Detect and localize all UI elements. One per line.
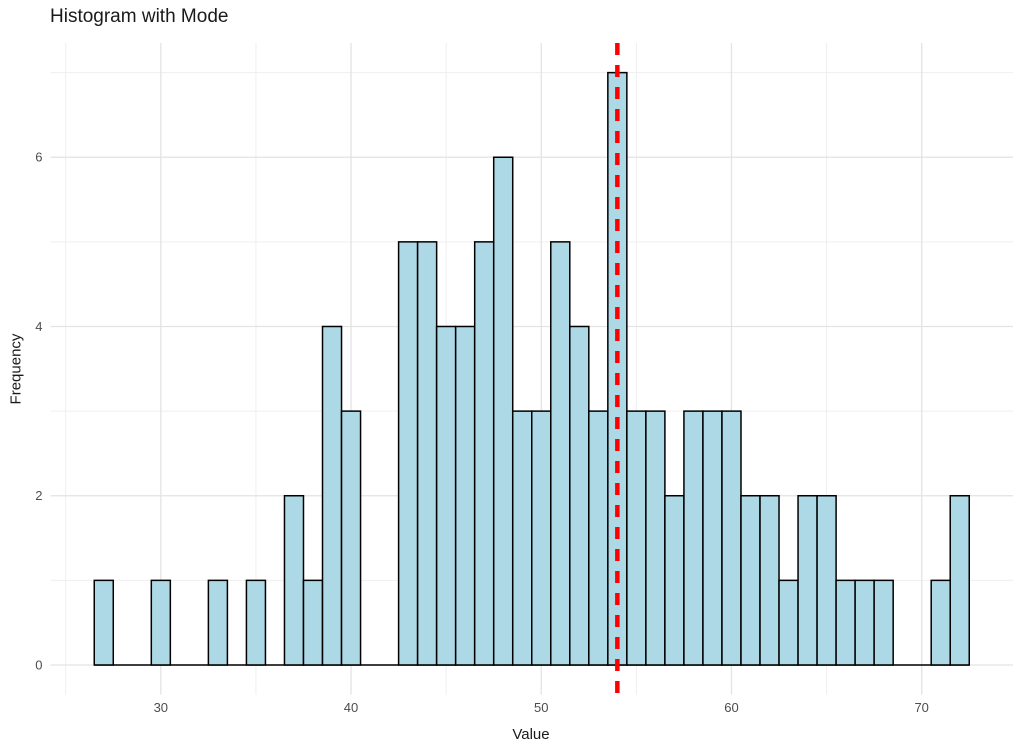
histogram-bar <box>511 410 533 666</box>
histogram-bar <box>302 579 324 666</box>
histogram-bar <box>588 410 609 666</box>
histogram-bar <box>949 494 971 666</box>
histogram-bar <box>397 241 419 666</box>
histogram-bar <box>626 410 647 666</box>
histogram-bar <box>816 494 837 666</box>
histogram-bar <box>835 579 856 666</box>
histogram-bar <box>740 494 761 666</box>
chart-title: Histogram with Mode <box>50 6 229 27</box>
histogram-bar <box>778 579 799 666</box>
histogram-bar <box>492 156 514 666</box>
histogram-bar <box>721 410 742 666</box>
y-axis-title: Frequency <box>7 333 25 405</box>
histogram-bar <box>797 494 818 666</box>
x-tick-label: 50 <box>534 700 548 715</box>
histogram-bar <box>759 494 780 666</box>
histogram-bar <box>245 579 267 666</box>
x-tick-label: 60 <box>724 700 738 715</box>
histogram-bar <box>683 410 704 666</box>
x-axis-title: Value <box>512 726 550 743</box>
histogram-bar <box>854 579 875 666</box>
histogram-bar <box>645 410 666 666</box>
histogram-bar <box>550 241 571 666</box>
histogram-bar <box>93 579 115 666</box>
histogram-bar <box>473 241 495 666</box>
histogram-bar <box>930 579 951 666</box>
histogram-bar <box>207 579 229 666</box>
histogram-bar <box>569 325 590 666</box>
histogram-bar <box>873 579 894 666</box>
x-tick-label: 30 <box>154 700 168 715</box>
x-tick-label: 70 <box>914 700 928 715</box>
histogram-bar <box>702 410 723 666</box>
y-tick-label: 6 <box>35 150 42 165</box>
y-tick-label: 0 <box>35 657 42 672</box>
histogram-bar <box>321 325 343 666</box>
y-tick-label: 2 <box>35 488 42 503</box>
x-tick-label: 40 <box>344 700 358 715</box>
y-tick-label: 4 <box>35 319 42 334</box>
histogram-bar <box>454 325 476 666</box>
histogram-bar <box>416 241 438 666</box>
histogram-bar <box>531 410 552 666</box>
histogram-bar <box>150 579 172 666</box>
histogram-bar <box>664 494 685 666</box>
histogram-bar <box>435 325 457 666</box>
histogram-bar <box>283 494 305 666</box>
histogram-bar <box>340 410 362 666</box>
